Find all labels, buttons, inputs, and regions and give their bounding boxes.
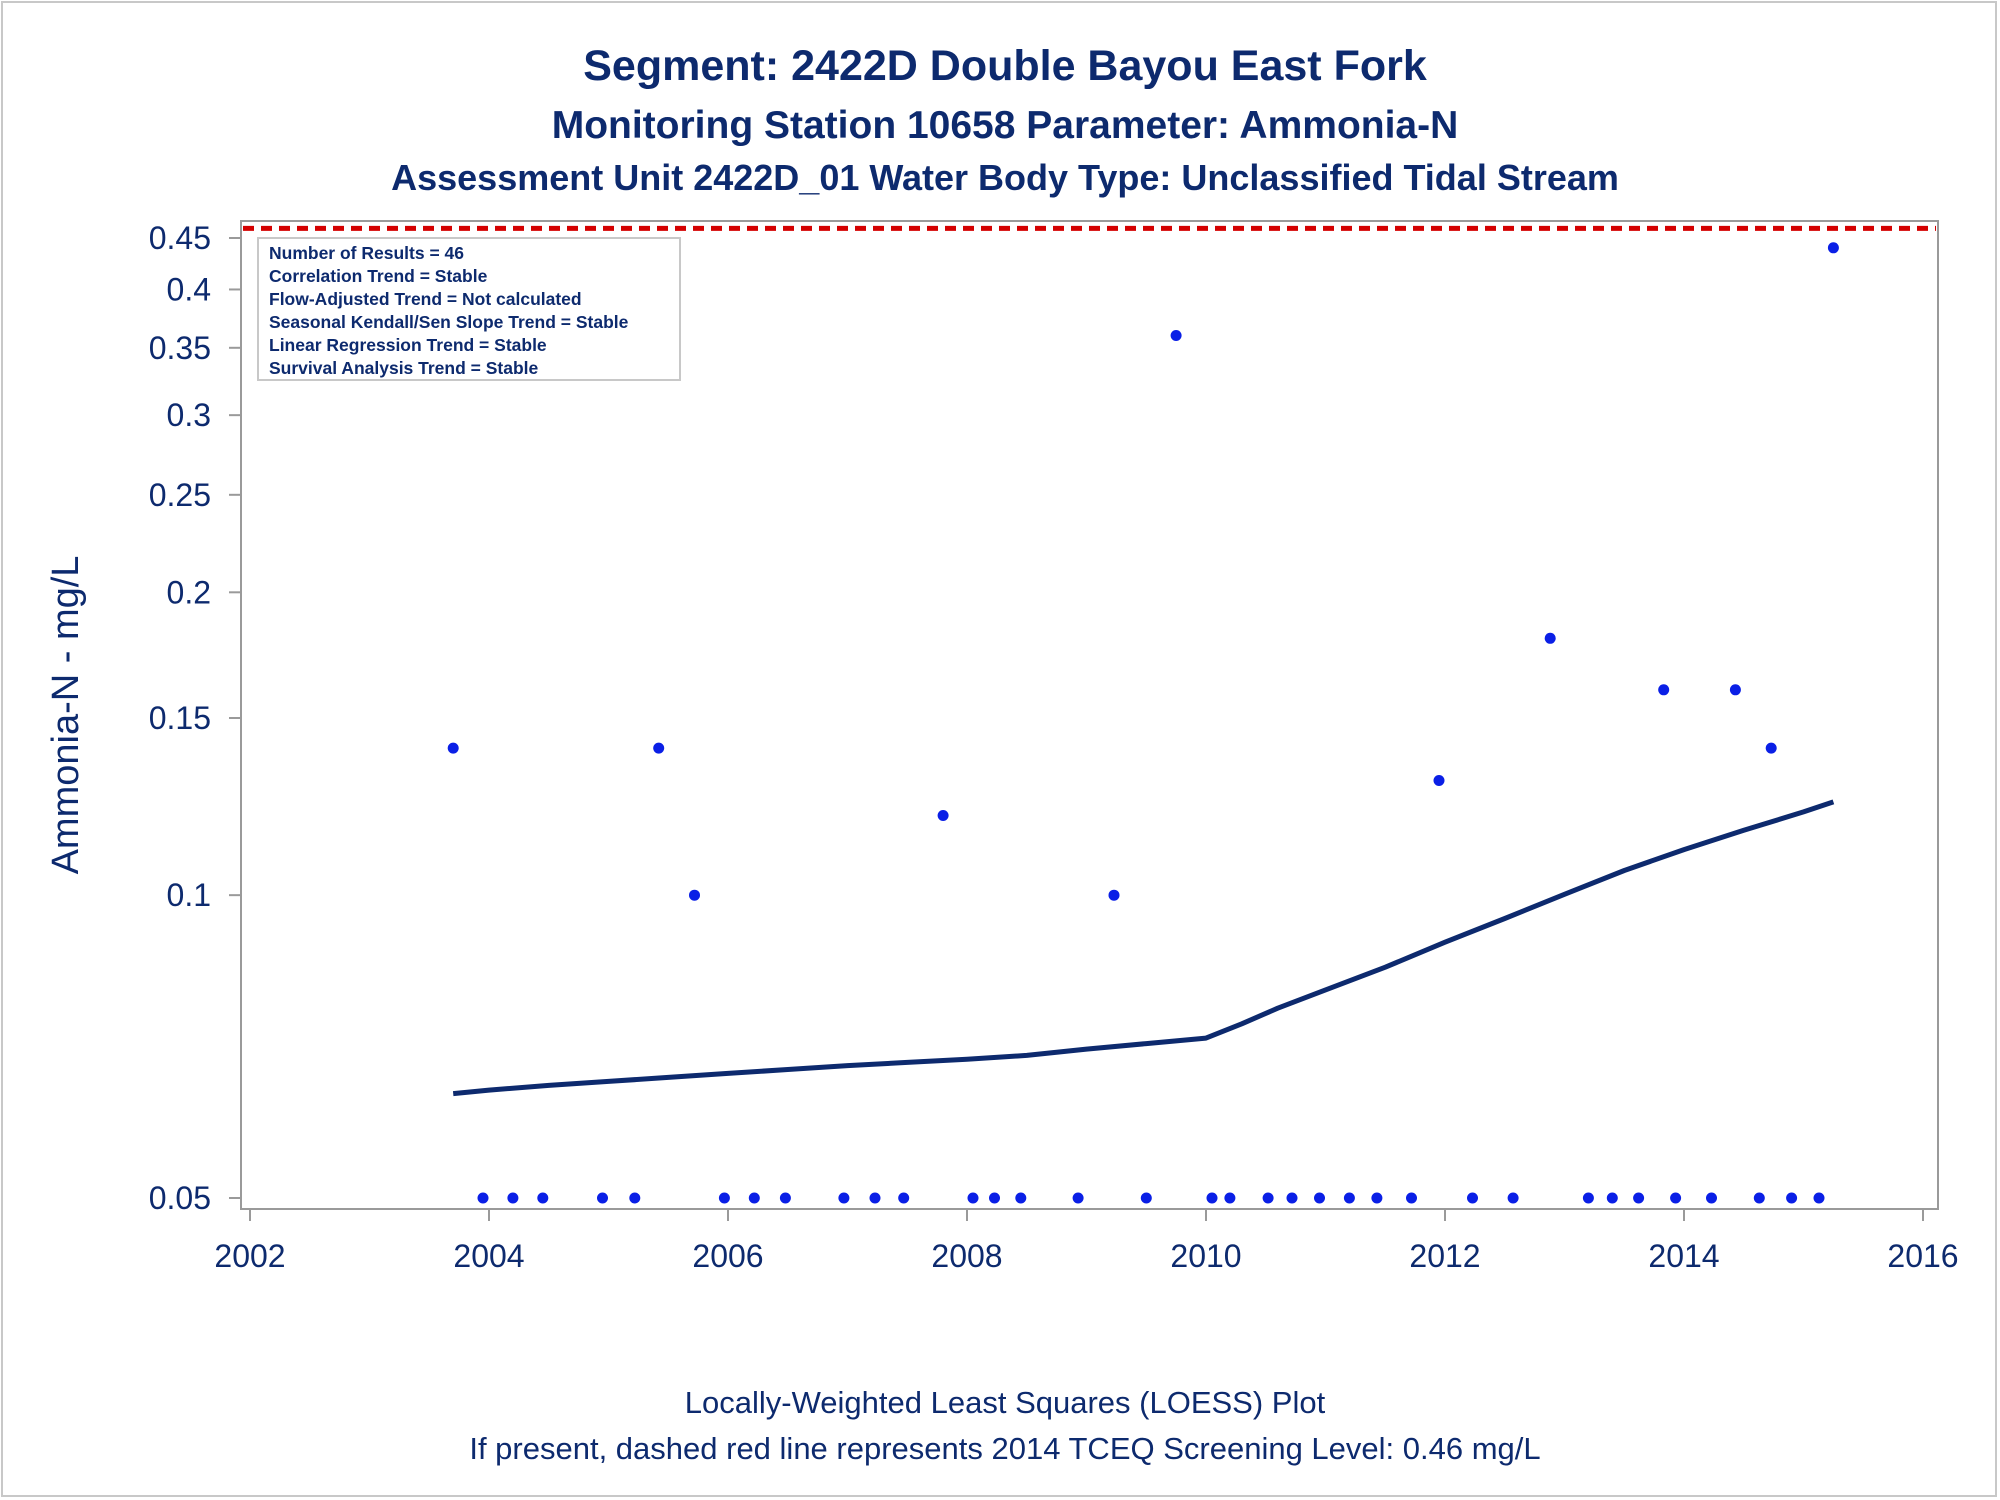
chart-subtitle-assessment: Assessment Unit 2422D_01 Water Body Type… xyxy=(391,157,1619,198)
data-point xyxy=(967,1192,979,1204)
data-point xyxy=(718,1192,730,1204)
x-tick-label: 2012 xyxy=(1409,1238,1480,1274)
data-point xyxy=(653,742,665,754)
data-point xyxy=(1108,889,1120,901)
chart-title: Segment: 2422D Double Bayou East Fork xyxy=(583,42,1427,90)
data-point xyxy=(1753,1192,1765,1204)
x-tick-label: 2010 xyxy=(1170,1238,1241,1274)
data-point xyxy=(779,1192,791,1204)
data-point xyxy=(1786,1192,1798,1204)
y-tick-label: 0.45 xyxy=(149,220,211,256)
y-tick-label: 0.35 xyxy=(149,330,211,366)
inset-correlation-trend: Correlation Trend = Stable xyxy=(269,266,488,286)
data-point xyxy=(1262,1192,1274,1204)
y-tick-label: 0.1 xyxy=(167,877,211,913)
x-tick-label: 2006 xyxy=(692,1238,763,1274)
data-point xyxy=(1371,1192,1383,1204)
data-point xyxy=(507,1192,519,1204)
footnote-loess: Locally-Weighted Least Squares (LOESS) P… xyxy=(685,1385,1326,1420)
inset-survival-analysis-trend: Survival Analysis Trend = Stable xyxy=(269,358,539,378)
data-point xyxy=(629,1192,641,1204)
y-tick-label: 0.15 xyxy=(149,700,211,736)
data-point xyxy=(447,742,459,754)
data-point xyxy=(1433,775,1445,786)
data-point xyxy=(1729,684,1741,696)
data-point xyxy=(838,1192,850,1204)
data-point xyxy=(898,1192,910,1204)
data-point xyxy=(1813,1192,1825,1204)
data-point xyxy=(1406,1192,1417,1204)
data-point xyxy=(1467,1192,1478,1204)
x-tick-label: 2014 xyxy=(1648,1238,1719,1274)
x-tick-label: 2016 xyxy=(1887,1238,1958,1274)
data-point xyxy=(1582,1192,1594,1204)
footnote-screening-level: If present, dashed red line represents 2… xyxy=(469,1431,1540,1466)
data-point xyxy=(537,1192,549,1204)
x-tick-label: 2004 xyxy=(453,1238,524,1274)
data-point xyxy=(1015,1192,1027,1204)
data-point xyxy=(937,810,949,821)
y-tick-label: 0.2 xyxy=(167,574,211,610)
axis-ticks-layer: 2002 2004 2006 2008 2010 2012 2014 2016 0.05 0.1 0… xyxy=(149,220,1959,1274)
inset-flow-adjusted-trend: Flow-Adjusted Trend = Not calculated xyxy=(269,289,582,309)
data-point xyxy=(1765,742,1777,754)
data-point xyxy=(1314,1192,1325,1204)
data-point xyxy=(1633,1192,1645,1204)
y-tick-label: 0.25 xyxy=(149,477,211,513)
x-tick-label: 2008 xyxy=(931,1238,1002,1274)
data-point xyxy=(748,1192,760,1204)
plot-area xyxy=(240,220,1939,1210)
data-point xyxy=(989,1192,1000,1204)
data-point xyxy=(1670,1192,1682,1204)
y-tick-label: 0.3 xyxy=(167,397,211,433)
data-point xyxy=(1507,1192,1519,1204)
data-point xyxy=(1224,1192,1236,1204)
chart-subtitle-station: Monitoring Station 10658 Parameter: Ammo… xyxy=(552,104,1459,147)
trend-inset-box: Number of Results = 46 Correlation Trend… xyxy=(257,237,681,381)
data-point xyxy=(1170,330,1182,341)
data-point xyxy=(1706,1192,1717,1204)
data-point xyxy=(1140,1192,1152,1204)
y-axis-label: Ammonia-N - mg/L xyxy=(45,556,87,875)
data-point xyxy=(1606,1192,1618,1204)
data-point xyxy=(1206,1192,1218,1204)
data-point xyxy=(869,1192,881,1204)
data-point xyxy=(689,889,700,901)
inset-number-of-results: Number of Results = 46 xyxy=(269,243,464,263)
points-layer xyxy=(447,242,1839,1204)
data-point xyxy=(1286,1192,1298,1204)
loess-curve xyxy=(452,799,1835,1097)
data-point xyxy=(1072,1192,1084,1204)
inset-linear-regression-trend: Linear Regression Trend = Stable xyxy=(269,335,547,355)
trend-inset-border xyxy=(257,237,681,381)
data-point xyxy=(1544,632,1556,644)
data-point xyxy=(1658,684,1670,696)
data-point xyxy=(597,1192,608,1204)
y-tick-label: 0.4 xyxy=(167,271,211,307)
x-tick-label: 2002 xyxy=(214,1238,285,1274)
data-point xyxy=(477,1192,489,1204)
y-tick-label: 0.05 xyxy=(149,1180,211,1216)
loess-layer xyxy=(452,799,1835,1097)
inset-seasonal-kendall-trend: Seasonal Kendall/Sen Slope Trend = Stabl… xyxy=(269,312,629,332)
data-point xyxy=(1343,1192,1355,1204)
data-point xyxy=(1827,242,1839,254)
